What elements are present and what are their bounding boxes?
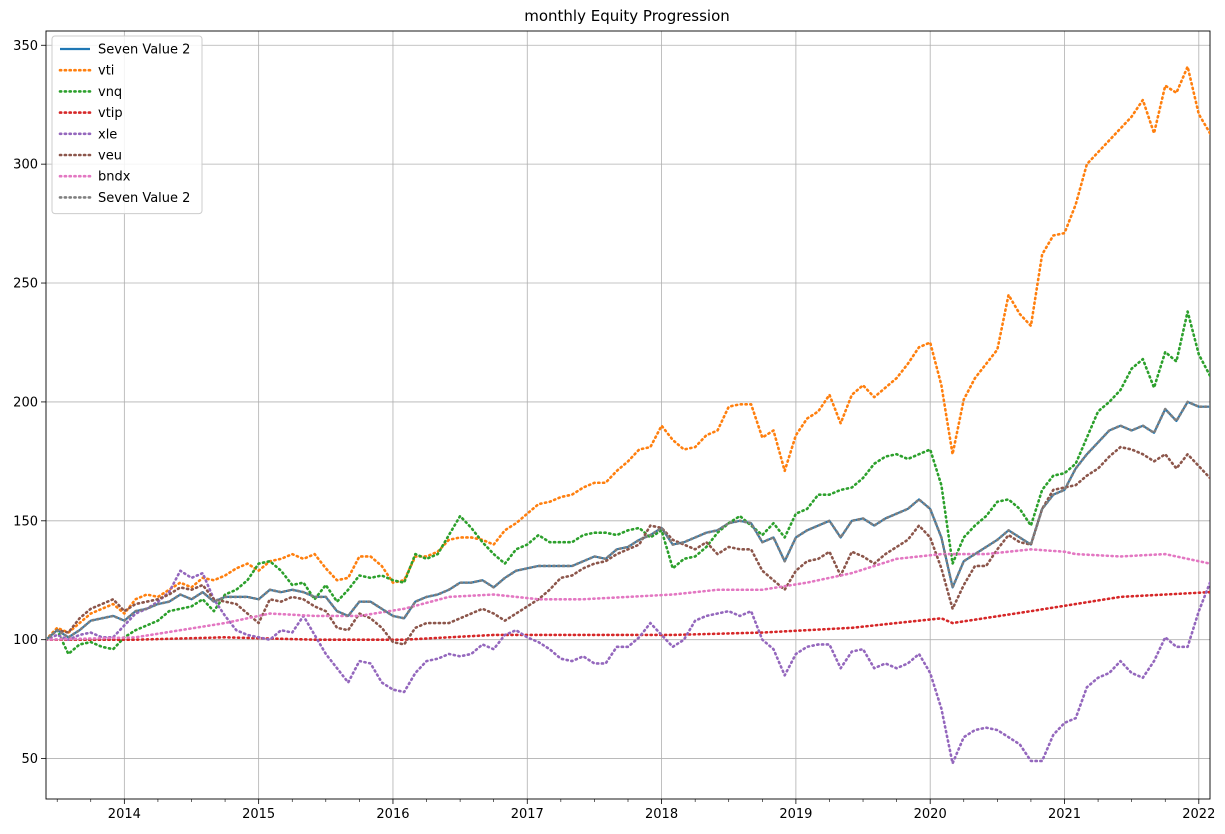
legend-label: veu	[98, 149, 122, 164]
x-tick-label: 2019	[779, 807, 812, 822]
x-tick-label: 2022	[1182, 807, 1215, 822]
y-tick-label: 150	[13, 514, 38, 529]
legend-label: vti	[98, 64, 114, 79]
series-line-xle-4	[46, 569, 1210, 765]
series-line-vti-1	[46, 65, 1210, 641]
legend-box	[51, 35, 203, 215]
axes: 50 100 150 200 250 300 350 2014 2015 2016 2017 2018…	[13, 30, 1215, 822]
legend-label: xle	[98, 127, 117, 142]
legend: Seven Value 2 vti vnq vtip xle veu bndx Seven V…	[51, 35, 203, 215]
plot-area	[46, 31, 1210, 799]
legend-label: bndx	[98, 170, 131, 185]
y-tick-label: 200	[13, 395, 38, 410]
y-tick-label: 100	[13, 633, 38, 648]
chart-title: monthly Equity Progression	[524, 7, 730, 25]
legend-label: vnq	[98, 85, 122, 100]
series-line-seven-value-2-7	[46, 400, 1210, 641]
series-line-veu-5	[46, 445, 1210, 646]
x-tick-label: 2016	[376, 807, 409, 822]
series-lines	[46, 65, 1210, 765]
x-tick-label: 2018	[645, 807, 678, 822]
y-tick-label: 350	[13, 39, 38, 54]
plot-frame	[45, 30, 1211, 800]
legend-label: Seven Value 2	[98, 43, 190, 58]
legend-label: Seven Value 2	[98, 191, 190, 206]
x-tick-label: 2015	[242, 807, 275, 822]
x-tick-label: 2020	[914, 807, 947, 822]
y-tick-label: 50	[21, 752, 38, 767]
series-line-vtip-3	[46, 590, 1210, 641]
y-tick-label: 250	[13, 277, 38, 292]
grid	[46, 31, 1210, 799]
x-tick-label: 2014	[108, 807, 141, 822]
legend-label: vtip	[98, 106, 123, 121]
x-tick-label: 2021	[1048, 807, 1081, 822]
x-tick-label: 2017	[511, 807, 544, 822]
y-tick-label: 300	[13, 158, 38, 173]
series-line-bndx-6	[46, 548, 1210, 641]
series-line-vnq-2	[46, 310, 1210, 656]
